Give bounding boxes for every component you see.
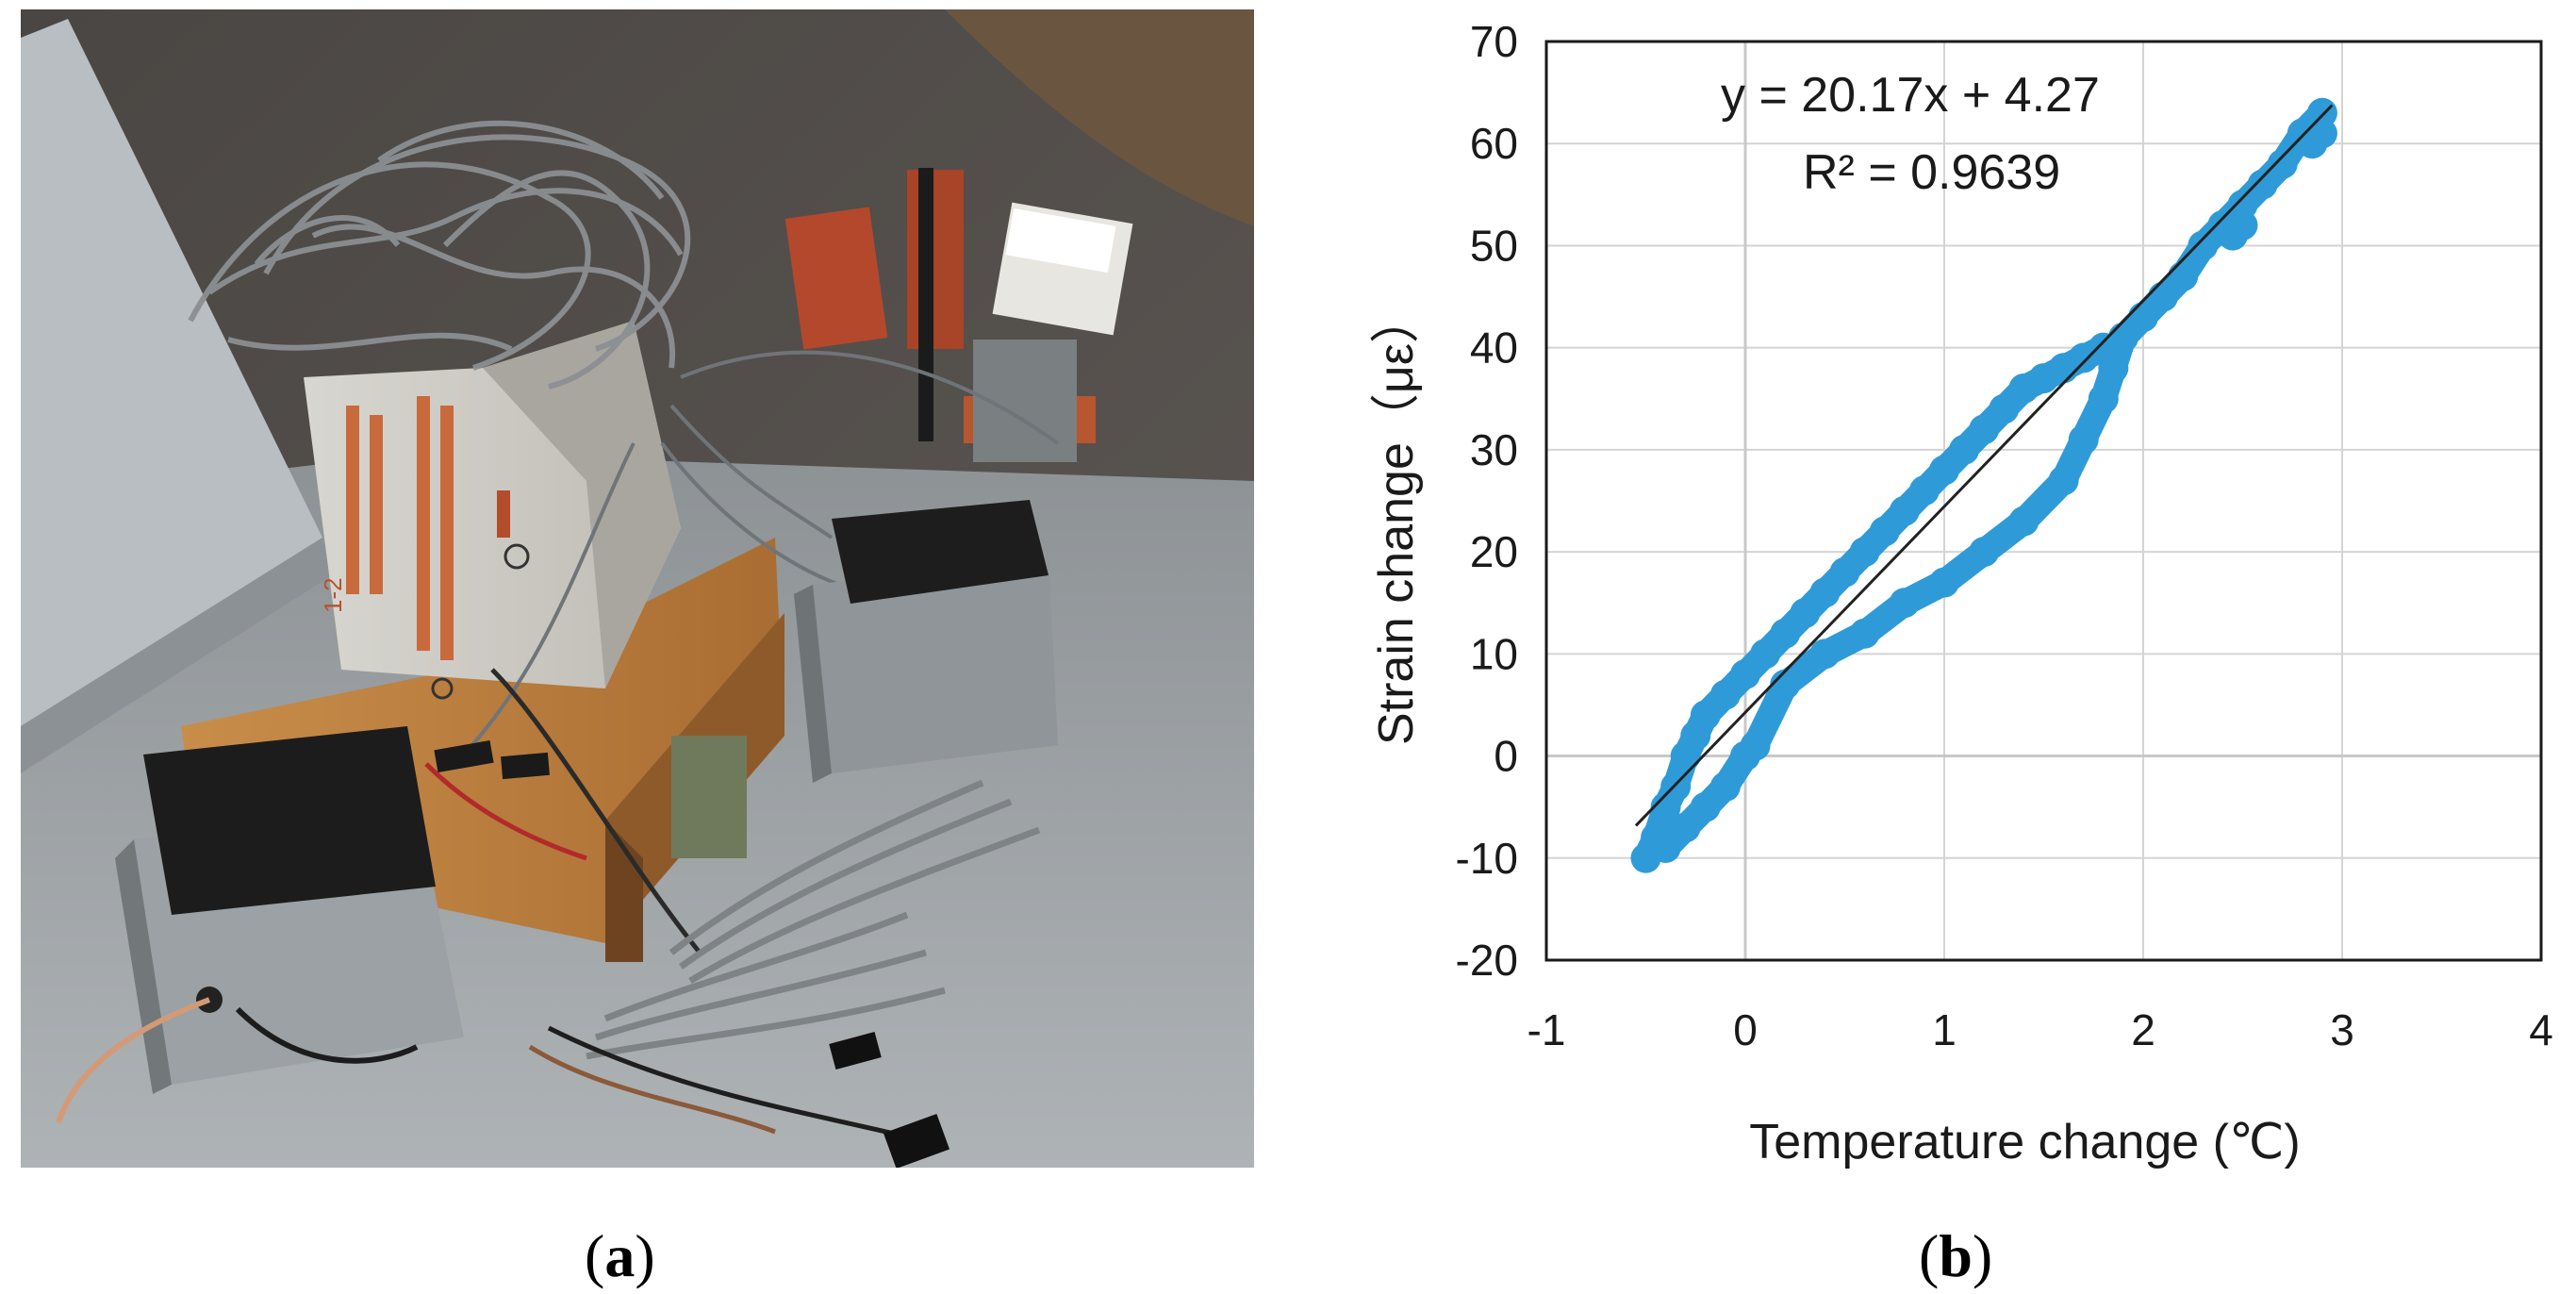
block-label: 1-2	[319, 577, 347, 613]
y-tick-labels: -20 -10 0 10 20 30 40 50 60 70	[1456, 17, 1518, 985]
y-tick-label: 20	[1470, 527, 1518, 576]
x-axis-title: Temperature change (℃)	[1749, 1115, 2300, 1170]
r-squared-label: R² = 0.9639	[1803, 145, 2060, 200]
specimen-photo: 1-2	[21, 9, 1254, 1168]
x-tick-label: 0	[1733, 1005, 1758, 1054]
chart-panel-b: -1 0 1 2 3 4 -20 -10 0 10 20 30 40 50 60 70 y = 20.17x…	[1339, 0, 2576, 1188]
y-tick-label: 30	[1470, 425, 1518, 474]
y-tick-label: 40	[1470, 324, 1518, 373]
trendline-layer	[1634, 104, 2334, 827]
y-tick-label: 10	[1470, 629, 1518, 678]
y-tick-label: -10	[1456, 834, 1518, 883]
y-tick-label: 60	[1470, 119, 1518, 168]
x-tick-label: -1	[1527, 1005, 1566, 1054]
caption-b: (b)	[1919, 1222, 1993, 1289]
data-point	[2227, 209, 2258, 241]
x-tick-label: 3	[2330, 1005, 2354, 1054]
y-tick-label: -20	[1456, 936, 1518, 985]
x-tick-labels: -1 0 1 2 3 4	[1527, 1005, 2553, 1054]
y-tick-label: 70	[1470, 17, 1518, 66]
x-tick-label: 4	[2529, 1005, 2553, 1054]
y-tick-label: 0	[1494, 732, 1518, 781]
scatter-points	[1630, 97, 2337, 873]
y-tick-label: 50	[1470, 221, 1518, 270]
trendline-equation: y = 20.17x + 4.27	[1721, 68, 2100, 123]
caption-a: (a)	[585, 1222, 655, 1289]
y-axis-title: Strain change（με）	[1369, 294, 1424, 745]
data-point	[2306, 118, 2337, 149]
trendline	[1634, 104, 2334, 827]
plot-frame	[1544, 40, 2543, 962]
photo-panel-a: 1-2	[21, 9, 1254, 1168]
x-tick-label: 1	[1932, 1005, 1957, 1054]
x-tick-label: 2	[2131, 1005, 2155, 1054]
